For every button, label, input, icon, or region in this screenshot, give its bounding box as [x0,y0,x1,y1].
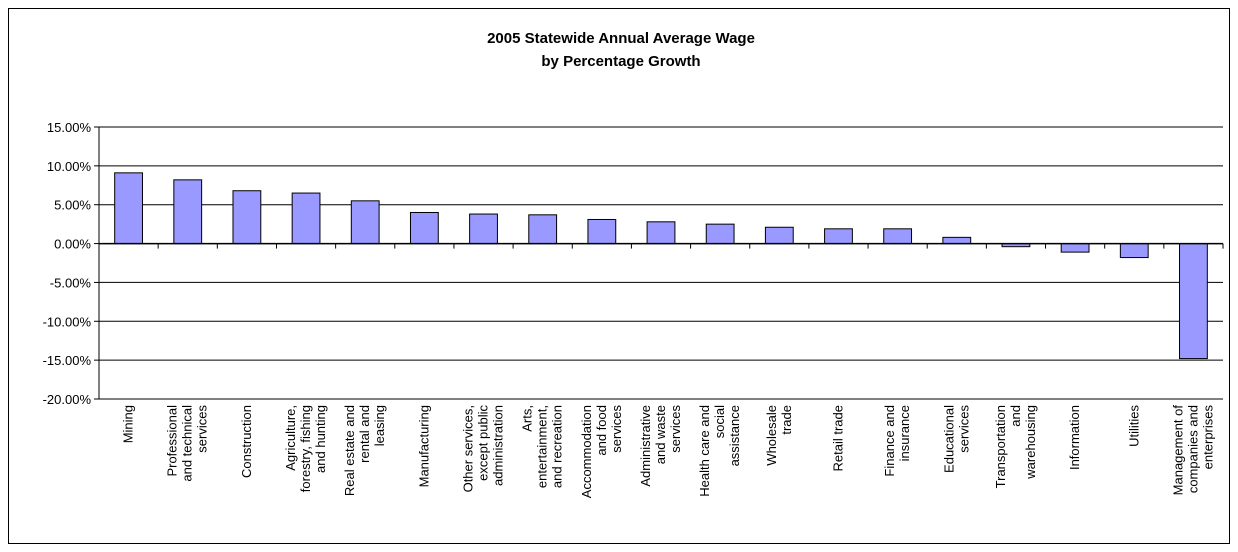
category-label-line: entertainment, [535,405,550,488]
category-label: Other services, except public administrati… [461,405,506,493]
bar [646,221,676,245]
bar [824,228,853,245]
category-label-line: administration [491,405,506,486]
bar [350,200,380,245]
category-label-line: leasing [372,405,387,446]
category-label-line: Health care and [697,405,712,497]
category-label-line: Professional [165,405,180,477]
category-label-line: and hunting [313,405,328,473]
y-tick-label: 5.00% [54,198,91,213]
category-label-line: Manufacturing [416,405,431,487]
bar [232,190,262,245]
y-tick-label: -5.00% [50,275,92,290]
category-label-line: Educational [941,405,956,473]
bar [528,214,558,245]
category-label-line: Construction [239,405,254,478]
category-label-line: services [609,405,624,453]
y-tick-label: -15.00% [43,353,92,368]
category-label: Accommodation and food services [579,405,624,499]
chart-subtitle: by Percentage Growth [541,53,700,70]
category-label-line: trade [779,405,794,435]
category-label-line: rental and [357,405,372,463]
bar [587,218,617,245]
category-label-line: warehousing [1023,405,1038,480]
category-label: Administrative and waste services [638,405,683,487]
y-tick-label: 15.00% [47,120,92,135]
category-label-line: and [1008,405,1023,427]
category-label: Educational services [941,405,971,473]
category-label-line: assistance [727,405,742,466]
bar [705,223,735,245]
bar [1060,243,1090,253]
category-label-line: companies and [1185,405,1200,493]
category-label-line: Agriculture, [283,405,298,471]
category-label-line: Accommodation [579,405,594,498]
category-label-line: Other services, [461,405,476,492]
category-label-line: and food [594,405,609,456]
y-tick-label: 10.00% [47,159,92,174]
bar [173,179,203,245]
category-label: Real estate and rental and leasing [342,405,387,496]
category-label: Finance and insurance [882,405,912,477]
y-tick-label: 0.00% [54,237,91,252]
category-label-line: Finance and [882,405,897,477]
category-label: Professional and technical services [165,405,210,482]
category-label-line: insurance [897,405,912,461]
category-label-line: and waste [653,405,668,464]
category-label: Retail trade [830,405,845,471]
bar [942,236,972,245]
category-label-line: services [956,405,971,453]
category-label: Transportation and warehousing [993,405,1038,488]
category-label-line: services [195,405,210,453]
category-label-line: forestry, fishing [298,405,313,492]
bar [469,213,498,245]
category-label-line: Arts, [520,405,535,432]
category-label: Manufacturing [416,405,431,487]
bar [883,228,913,245]
category-label-line: Transportation [993,405,1008,488]
category-label-line: Wholesale [764,405,779,466]
y-tick-label: -20.00% [43,392,92,407]
category-label: Health care and social assistance [697,405,742,497]
chart-title: 2005 Statewide Annual Average Wage [487,30,755,47]
category-label-line: enterprises [1200,405,1215,470]
category-label: Arts, entertainment, and recreation [520,405,565,488]
chart-area: 2005 Statewide Annual Average Wage by Pe… [8,8,1230,544]
category-label-line: and technical [180,405,195,482]
y-tick-label: -10.00% [43,314,92,329]
category-label-line: except public [476,405,491,481]
category-label-line: Utilities [1126,405,1141,447]
category-label-line: Administrative [638,405,653,487]
category-label: Utilities [1126,405,1141,447]
category-label-line: services [668,405,683,453]
category-label-line: and recreation [550,405,565,488]
bar-chart: 2005 Statewide Annual Average Wage by Pe… [43,30,1224,499]
bar [1179,243,1208,360]
category-label: Management of companies and enterprises [1170,405,1215,496]
category-label-line: Mining [121,405,136,443]
category-label-line: social [712,405,727,438]
category-label-line: Retail trade [830,405,845,471]
bar [291,192,321,245]
category-label: Information [1067,405,1082,470]
bar [1119,243,1149,259]
category-label: Wholesale trade [764,405,794,466]
bar [114,172,143,245]
category-label-line: Management of [1170,405,1185,496]
category-label: Construction [239,405,254,478]
bar [764,226,794,245]
bar [409,211,439,245]
category-label-line: Real estate and [342,405,357,496]
category-label: Mining [121,405,136,443]
category-label-line: Information [1067,405,1082,470]
category-label: Agriculture, forestry, fishing and hunting [283,405,328,492]
